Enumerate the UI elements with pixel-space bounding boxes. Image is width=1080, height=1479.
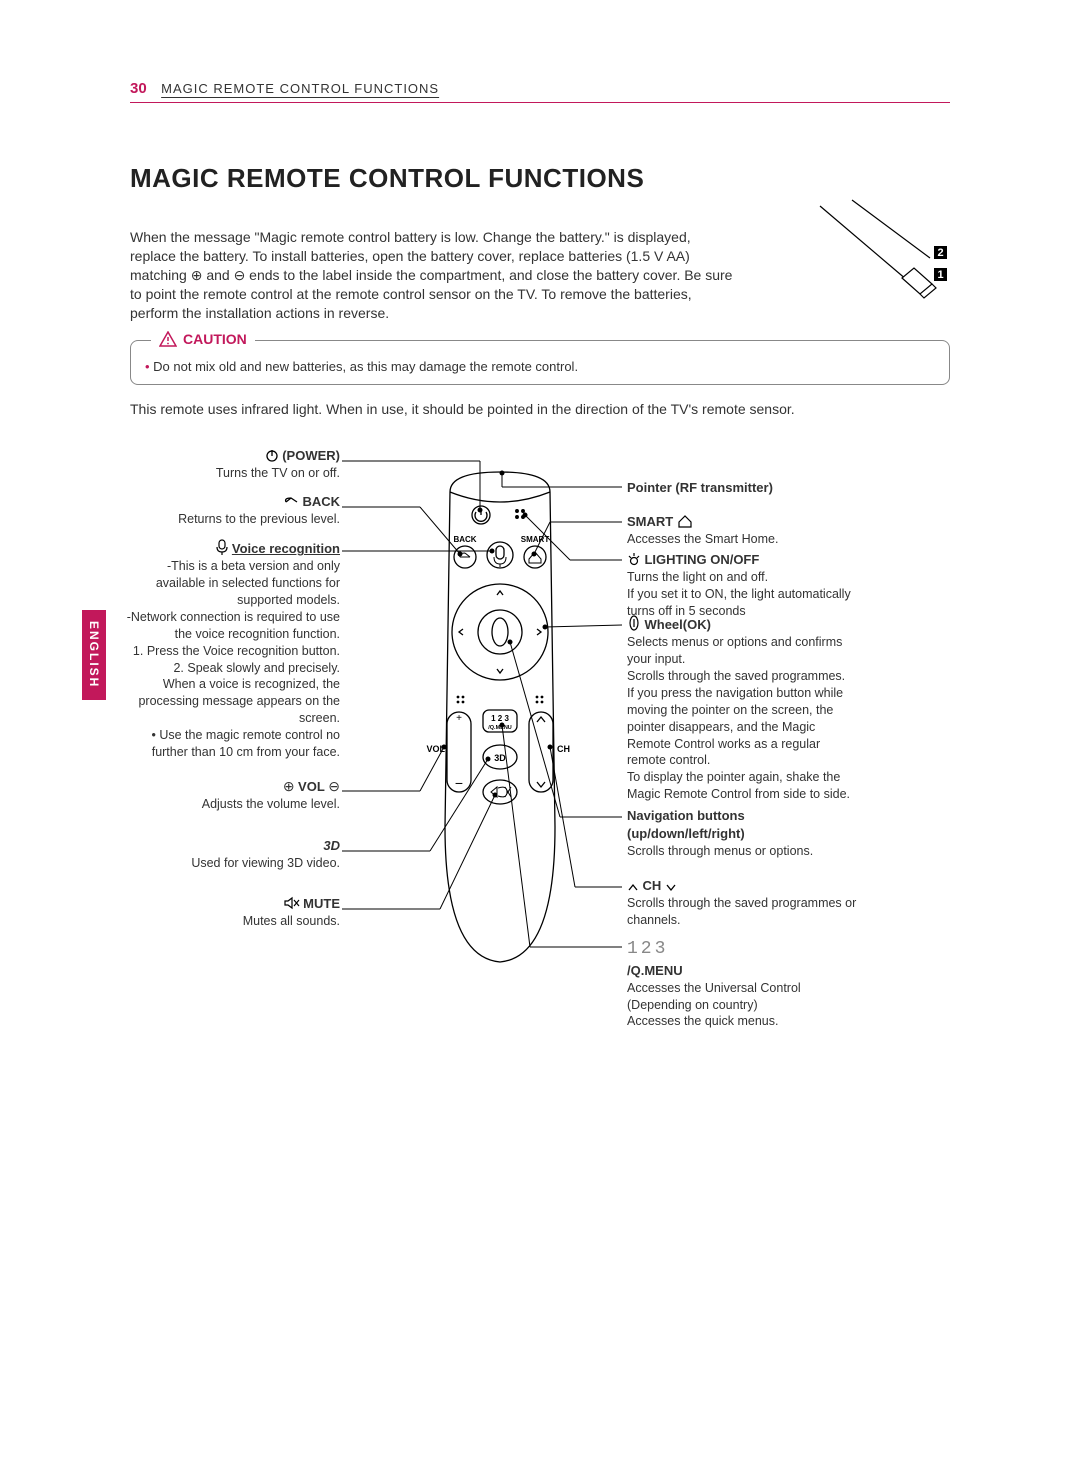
callout-3d: 3D Used for viewing 3D video. [130,837,340,872]
smart-desc: Accesses the Smart Home. [627,532,778,546]
callout-smart: SMART Accesses the Smart Home. [627,513,857,548]
pointer-label: Pointer (RF transmitter) [627,480,773,495]
running-title: MAGIC REMOTE CONTROL FUNCTIONS [161,81,439,96]
down-chevron-icon [665,879,677,893]
power-desc: Turns the TV on or off. [216,466,340,480]
warning-icon [159,331,177,347]
qmenu-l2: Accesses the quick menus. [627,1014,778,1028]
wheel-icon [627,618,641,632]
svg-text:2: 2 [937,247,943,259]
wheel-l1: Selects menus or options and confirms yo… [627,635,842,666]
ch-label: CH [642,878,661,893]
callout-pointer: Pointer (RF transmitter) [627,479,857,497]
light-icon [627,553,641,567]
callout-power: (POWER) Turns the TV on or off. [130,447,340,482]
voice-l1: -This is a beta version and only availab… [156,559,340,607]
ch-desc: Scrolls through the saved programmes or … [627,896,856,927]
intro-paragraph: When the message "Magic remote control b… [130,228,740,322]
threed-label: 3D [323,838,340,853]
vol-label: VOL [298,779,325,794]
nav-label1: Navigation buttons [627,808,745,823]
home-icon [677,515,693,529]
language-tab: ENGLISH [82,610,106,700]
voice-l4: 2. Speak slowly and precisely. [173,661,340,675]
mute-icon [284,897,300,911]
caution-label: CAUTION [151,331,255,347]
caution-label-text: CAUTION [183,331,247,347]
callout-ch: CH Scrolls through the saved programmes … [627,877,857,929]
caution-text: Do not mix old and new batteries, as thi… [145,359,935,374]
callout-vol: ⊕ VOL ⊖ Adjusts the volume level. [130,777,340,813]
remote-diagram: BACK SMART + [130,447,950,1067]
callout-mute: MUTE Mutes all sounds. [130,895,340,930]
back-label: BACK [302,494,340,509]
svg-text:1: 1 [937,269,943,281]
svg-text:BACK: BACK [453,535,476,544]
qmenu-num: 123 [627,939,668,959]
callout-qmenu: 123 /Q.MENU Accesses the Universal Contr… [627,937,857,1030]
caution-box: CAUTION Do not mix old and new batteries… [130,340,950,385]
page-number: 30 [130,80,147,97]
qmenu-label: /Q.MENU [627,963,683,978]
back-icon [283,495,299,509]
page-title: MAGIC REMOTE CONTROL FUNCTIONS [130,163,950,194]
vol-desc: Adjusts the volume level. [202,797,340,811]
infrared-note: This remote uses infrared light. When in… [130,401,950,417]
lighting-l2: If you set it to ON, the light automatic… [627,587,851,618]
mic-icon [216,542,228,556]
wheel-label: Wheel(OK) [644,617,710,632]
svg-text:CH: CH [557,744,570,754]
voice-l6: Use the magic remote control no further … [152,728,341,759]
nav-desc: Scrolls through menus or options. [627,844,813,858]
svg-text:/Q.MENU: /Q.MENU [488,725,512,731]
lighting-label: LIGHTING ON/OFF [644,552,759,567]
voice-l5: When a voice is recognized, the processi… [138,677,340,725]
svg-text:VOL: VOL [426,744,445,754]
svg-text:+: + [456,713,462,724]
wheel-l4: To display the pointer again, shake the … [627,770,850,801]
up-chevron-icon [627,879,639,893]
nav-label2: (up/down/left/right) [627,826,745,841]
battery-insert-diagram: 2 1 [812,198,952,303]
svg-text:SMART: SMART [521,535,550,544]
voice-l3: 1. Press the Voice recognition button. [133,644,340,658]
power-label: (POWER) [282,448,340,463]
mute-label: MUTE [303,896,340,911]
svg-text:1 2 3: 1 2 3 [491,714,509,723]
voice-label: Voice recognition [232,541,340,556]
mute-desc: Mutes all sounds. [243,914,340,928]
svg-text:3D: 3D [494,753,506,763]
qmenu-l1: Accesses the Universal Control (Dependin… [627,981,801,1012]
callout-back: BACK Returns to the previous level. [130,493,340,528]
smart-label: SMART [627,514,673,529]
callout-voice: Voice recognition -This is a beta versio… [120,539,340,760]
svg-text:−: − [455,775,463,791]
callout-wheel: Wheel(OK) Selects menus or options and c… [627,615,857,803]
wheel-l3: If you press the navigation button while… [627,686,843,768]
callout-nav: Navigation buttons (up/down/left/right) … [627,807,857,860]
threed-desc: Used for viewing 3D video. [191,856,340,870]
voice-l2: -Network connection is required to use t… [127,610,340,641]
wheel-l2: Scrolls through the saved programmes. [627,669,845,683]
power-icon [265,449,279,463]
lighting-l1: Turns the light on and off. [627,570,768,584]
callout-lighting: LIGHTING ON/OFF Turns the light on and o… [627,551,857,620]
page-header: 30 MAGIC REMOTE CONTROL FUNCTIONS [130,80,950,103]
back-desc: Returns to the previous level. [178,512,340,526]
remote-illustration: BACK SMART + [425,467,575,967]
